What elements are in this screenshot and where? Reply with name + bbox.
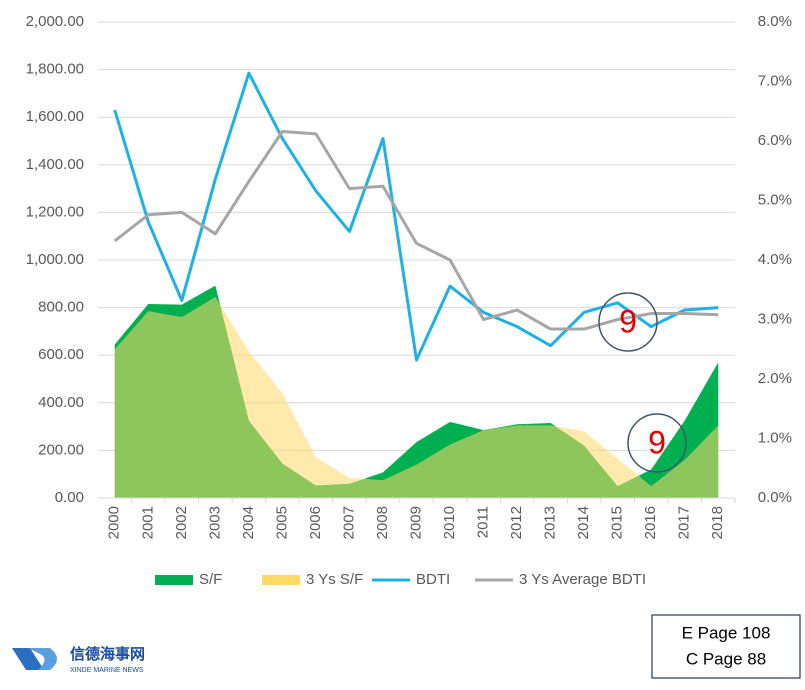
x-tick-label: 2017 [676, 506, 693, 539]
y2-tick-label: 1.0% [758, 429, 792, 446]
y-tick-label: 200.00 [38, 441, 84, 458]
logo-text: 信德海事网 [70, 645, 145, 663]
legend-label: 3 Ys S/F [306, 571, 363, 588]
annotation: 9 [619, 303, 637, 339]
y-tick-label: 1,400.00 [26, 156, 84, 173]
x-tick-label: 2002 [173, 506, 190, 539]
annotation-circle [598, 292, 658, 352]
x-tick-label: 2018 [709, 506, 726, 539]
plot: 0.00 200.00 400.00 600.00 800.00 1,000.00 1,20… [26, 13, 792, 588]
x-tick-label: 2012 [508, 506, 525, 539]
logo-mark [28, 648, 57, 670]
y2-tick-label: 0.0% [758, 489, 792, 506]
y-tick-label: 800.00 [38, 299, 84, 316]
y2-tick-label: 8.0% [758, 13, 792, 30]
y2-tick-label: 6.0% [758, 132, 792, 149]
legend-label: S/F [199, 571, 222, 588]
y2-tick-label: 2.0% [758, 370, 792, 387]
x-tick-label: 2003 [206, 506, 223, 539]
logo-subtitle: XINDE MARINE NEWS [70, 667, 144, 674]
page-ref: E Page 108 [682, 623, 771, 642]
x-tick-label: 2010 [441, 506, 458, 539]
y-tick-label: 400.00 [38, 394, 84, 411]
logo: 信德海事网 XINDE MARINE NEWS [12, 645, 145, 674]
x-tick-label: 2006 [307, 506, 324, 539]
legend-swatch [155, 575, 193, 585]
y-tick-label: 1,600.00 [26, 108, 84, 125]
x-tick-label: 2000 [106, 506, 123, 539]
x-tick-label: 2014 [575, 506, 592, 539]
x-tick-label: 2008 [374, 506, 391, 539]
y2-tick-label: 4.0% [758, 251, 792, 268]
y2-tick-label: 3.0% [758, 310, 792, 327]
x-tick-label: 2015 [609, 506, 626, 539]
y2-tick-label: 7.0% [758, 72, 792, 89]
line [113, 71, 719, 362]
y-tick-label: 2,000.00 [26, 13, 84, 30]
area [114, 296, 719, 498]
page-ref: C Page 88 [686, 649, 766, 668]
legend-swatch [262, 575, 300, 585]
x-tick-label: 2001 [139, 506, 156, 539]
x-tick-label: 2009 [407, 506, 424, 539]
y-tick-label: 0.00 [55, 489, 84, 506]
x-tick-label: 2016 [642, 506, 659, 539]
y-tick-label: 1,200.00 [26, 203, 84, 220]
y-tick-label: 1,000.00 [26, 251, 84, 268]
y-tick-label: 1,800.00 [26, 61, 84, 78]
x-tick-label: 2007 [340, 506, 357, 539]
y2-tick-label: 5.0% [758, 191, 792, 208]
legend-label: 3 Ys Average BDTI [519, 571, 646, 588]
legend-label: BDTI [416, 571, 450, 588]
y-tick-label: 600.00 [38, 346, 84, 363]
page-box [651, 614, 801, 679]
annotation: 9 [648, 424, 666, 460]
x-tick-label: 2011 [475, 506, 492, 538]
logo-mark [12, 648, 44, 670]
x-tick-label: 2005 [273, 506, 290, 539]
annotation-circle [627, 413, 687, 473]
line [113, 129, 719, 331]
x-tick-label: 2004 [240, 506, 257, 539]
x-tick-label: 2013 [542, 506, 559, 539]
